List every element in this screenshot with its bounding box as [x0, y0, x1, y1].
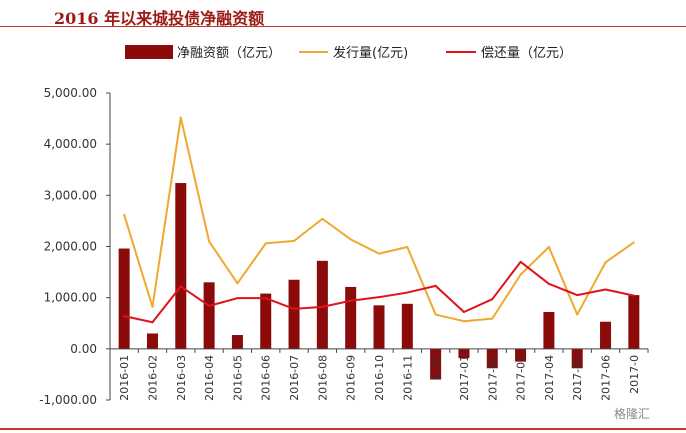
repayment-point — [462, 310, 465, 313]
x-tick-label: 2017-06 — [600, 355, 613, 401]
repayment-point — [519, 260, 522, 263]
x-tick-label: 2016-08 — [316, 355, 329, 401]
repayment-point — [264, 297, 267, 300]
issuance-point — [123, 213, 126, 216]
x-tick-label: 2017-03 — [515, 355, 528, 401]
bar — [146, 333, 158, 349]
bar — [458, 348, 470, 359]
x-tick-label: 2016-09 — [345, 355, 358, 401]
issuance-point — [151, 305, 154, 308]
x-tick-label: 2016-07 — [288, 355, 301, 401]
issuance-point — [406, 246, 409, 249]
repayment-point — [151, 321, 154, 324]
legend-label-repayment: 偿还量（亿元） — [481, 46, 572, 61]
repayment-point — [434, 284, 437, 287]
repayment-point — [632, 294, 635, 297]
issuance-point — [293, 239, 296, 242]
bar — [600, 321, 612, 349]
x-tick-label: 2016-10 — [373, 355, 386, 401]
bar — [175, 183, 187, 349]
bar — [345, 286, 357, 349]
bar — [316, 260, 328, 349]
issuance-point — [208, 240, 211, 243]
issuance-point — [179, 116, 182, 119]
bar — [628, 295, 640, 349]
repayment-point — [208, 304, 211, 307]
y-tick-label: 4,000.00 — [44, 137, 97, 151]
repayment-point — [179, 285, 182, 288]
bar — [515, 348, 527, 362]
lines — [123, 116, 635, 324]
repayment-point — [349, 299, 352, 302]
bar — [430, 348, 442, 380]
bar — [486, 348, 498, 369]
issuance-point — [321, 217, 324, 220]
issuance-point — [236, 282, 239, 285]
legend-swatch-net-financing — [125, 45, 173, 59]
x-tick-label: 2016-03 — [175, 355, 188, 401]
repayment-point — [547, 282, 550, 285]
repayment-point — [321, 305, 324, 308]
bar — [288, 279, 300, 349]
legend-label-issuance: 发行量(亿元) — [333, 45, 408, 61]
x-tick-label: 2017-02 — [486, 355, 499, 401]
page-title: 2016 年以来城投债净融资额 — [54, 9, 265, 28]
issuance-point — [378, 252, 380, 255]
issuance-point — [349, 238, 352, 241]
bar — [571, 348, 583, 369]
x-tick-label: 2017-04 — [543, 355, 556, 401]
issuance-point — [491, 317, 494, 320]
repayment-point — [378, 296, 380, 299]
bar — [401, 303, 413, 349]
y-tick-label: 2,000.00 — [44, 240, 97, 254]
x-tick-label: 2017-05 — [571, 355, 584, 401]
x-tick-label: 2017-01 — [458, 355, 471, 401]
chart: 净融资额（亿元） 发行量(亿元) 偿还量（亿元） 5,000.00 4,000.0… — [39, 45, 649, 407]
bottom-rule — [0, 428, 686, 430]
repayment-point — [123, 315, 126, 318]
repayment-point — [293, 307, 296, 310]
bar — [231, 335, 243, 349]
repayment-point — [236, 297, 239, 300]
bar — [260, 293, 272, 349]
x-tick-label: 2016-11 — [401, 355, 414, 401]
y-axis: 5,000.00 4,000.00 3,000.00 2,000.00 1,000.00… — [39, 86, 110, 407]
issuance-point — [576, 313, 579, 316]
repayment-point — [406, 291, 409, 294]
bar — [203, 282, 215, 349]
y-tick-label: 1,000.00 — [44, 291, 97, 305]
issuance-point — [434, 313, 437, 316]
repayment-point — [576, 294, 579, 297]
repayment-point — [604, 288, 607, 291]
x-tick-label: 6-12 — [430, 355, 443, 380]
x-tick-label: 2016-01 — [118, 355, 131, 401]
issuance-point — [604, 261, 607, 264]
issuance-point — [547, 246, 550, 249]
x-tick-label: 2017-0 — [628, 355, 641, 394]
x-axis: 2016-01 2016-02 2016-03 2016-04 2016-05 2016-… — [109, 348, 649, 401]
y-tick-label: -1,000.00 — [39, 393, 97, 407]
bar — [118, 248, 130, 349]
title-rule — [0, 26, 686, 27]
x-tick-label: 2016-05 — [231, 355, 244, 401]
watermark: 格隆汇 — [614, 407, 651, 421]
y-tick-label: 5,000.00 — [44, 86, 97, 100]
x-tick-label: 2016-02 — [146, 355, 159, 401]
x-tick-label: 2016-04 — [203, 355, 216, 401]
issuance-point — [462, 320, 465, 323]
repayment-point — [491, 298, 494, 301]
y-tick-label: 0.00 — [70, 342, 97, 356]
issuance-point — [519, 273, 522, 276]
x-tick-label: 2016-06 — [260, 355, 273, 401]
bars — [118, 183, 640, 380]
issuance-point — [632, 241, 635, 244]
y-tick-label: 3,000.00 — [44, 188, 97, 202]
legend-label-net-financing: 净融资额（亿元） — [177, 46, 281, 61]
bar — [373, 305, 385, 349]
issuance-point — [264, 242, 267, 245]
legend: 净融资额（亿元） 发行量(亿元) 偿还量（亿元） — [125, 45, 572, 61]
issuance-line — [123, 116, 635, 323]
bar — [543, 311, 555, 349]
